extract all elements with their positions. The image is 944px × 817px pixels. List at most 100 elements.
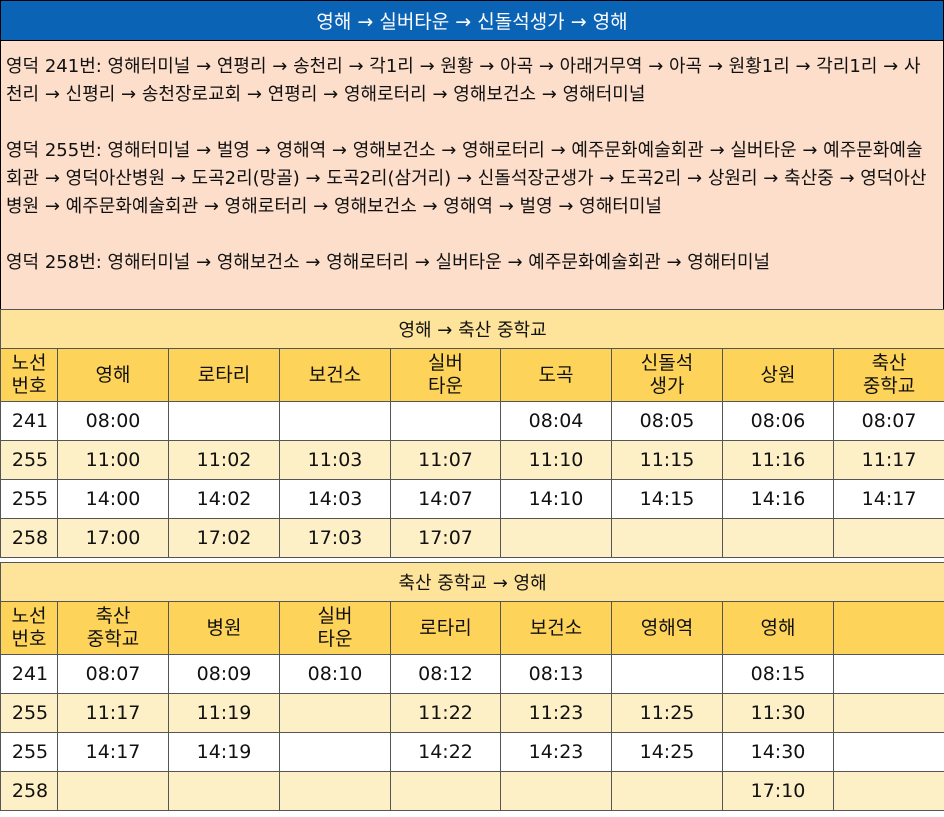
column-header: 병원 xyxy=(168,601,280,655)
time-cell: 08:15 xyxy=(722,654,834,694)
time-cell xyxy=(611,654,723,694)
section-title: 영해 → 축산 중학교 xyxy=(0,309,944,349)
time-cell: 14:17 xyxy=(832,479,944,519)
time-cell: 17:10 xyxy=(722,771,834,811)
route-descriptions: 영덕 241번: 영해터미널 → 연평리 → 송천리 → 각1리 → 원황 → … xyxy=(0,41,944,309)
route-number-cell: 241 xyxy=(0,654,58,694)
route-number-cell: 258 xyxy=(0,771,58,811)
timetable-to-chuksan: 영해 → 축산 중학교 노선 번호 영해 로타리 보건소 실버 타운 도곡 신돌석 생가 상원 축산 중학… xyxy=(0,309,944,558)
time-cell: 14:03 xyxy=(279,479,391,519)
time-cell xyxy=(279,771,391,811)
column-header: 로타리 xyxy=(168,348,280,402)
time-cell: 14:22 xyxy=(390,732,501,772)
time-cell xyxy=(832,654,944,694)
time-cell: 11:15 xyxy=(611,440,723,480)
time-cell xyxy=(279,693,391,733)
route-241-description: 영덕 241번: 영해터미널 → 연평리 → 송천리 → 각1리 → 원황 → … xyxy=(6,56,921,105)
time-cell: 08:06 xyxy=(722,401,834,441)
time-cell: 14:16 xyxy=(722,479,834,519)
time-cell: 17:00 xyxy=(57,518,169,558)
time-cell: 08:09 xyxy=(168,654,280,694)
header-row: 노선 번호 영해 로타리 보건소 실버 타운 도곡 신돌석 생가 상원 축산 중학교 xyxy=(0,348,944,402)
time-cell: 14:30 xyxy=(722,732,834,772)
time-cell: 14:19 xyxy=(168,732,280,772)
time-cell: 11:00 xyxy=(57,440,169,480)
time-cell xyxy=(832,693,944,733)
route-258-description: 영덕 258번: 영해터미널 → 영해보건소 → 영해로터리 → 실버타운 → … xyxy=(6,252,771,273)
column-header: 노선 번호 xyxy=(0,348,58,402)
time-cell xyxy=(500,771,612,811)
time-cell: 11:30 xyxy=(722,693,834,733)
time-cell: 08:12 xyxy=(390,654,501,694)
table-row: 241 08:00 08:04 08:05 08:06 08:07 xyxy=(0,401,944,441)
table-row: 255 14:00 14:02 14:03 14:07 14:10 14:15 14:16 14… xyxy=(0,479,944,519)
time-cell: 14:17 xyxy=(57,732,169,772)
section-title: 축산 중학교 → 영해 xyxy=(0,562,944,602)
time-cell xyxy=(832,518,944,558)
route-number-cell: 255 xyxy=(0,693,58,733)
time-cell: 11:25 xyxy=(611,693,723,733)
column-header: 로타리 xyxy=(390,601,501,655)
time-cell: 11:10 xyxy=(500,440,612,480)
time-cell xyxy=(279,732,391,772)
table-row: 258 17:10 xyxy=(0,771,944,811)
timetable-to-yeonghae: 축산 중학교 → 영해 노선 번호 축산 중학교 병원 실버 타운 로타리 보건소 영해역 영해 241… xyxy=(0,562,944,811)
time-cell: 11:22 xyxy=(390,693,501,733)
route-number-cell: 255 xyxy=(0,732,58,772)
table-row: 255 11:00 11:02 11:03 11:07 11:10 11:15 11:16 11… xyxy=(0,440,944,480)
route-number-cell: 258 xyxy=(0,518,58,558)
column-header: 영해 xyxy=(722,601,834,655)
time-cell xyxy=(57,771,169,811)
time-cell xyxy=(611,771,723,811)
time-cell: 17:02 xyxy=(168,518,280,558)
column-header: 실버 타운 xyxy=(279,601,391,655)
time-cell xyxy=(611,518,723,558)
time-cell: 08:05 xyxy=(611,401,723,441)
time-cell: 17:07 xyxy=(390,518,501,558)
time-cell: 11:17 xyxy=(832,440,944,480)
time-cell xyxy=(722,518,834,558)
column-header: 영해역 xyxy=(611,601,723,655)
time-cell: 08:04 xyxy=(500,401,612,441)
table-row: 255 11:17 11:19 11:22 11:23 11:25 11:30 xyxy=(0,693,944,733)
section-title-row: 영해 → 축산 중학교 xyxy=(0,309,944,349)
time-cell: 17:03 xyxy=(279,518,391,558)
time-cell: 08:13 xyxy=(500,654,612,694)
time-cell: 14:02 xyxy=(168,479,280,519)
time-cell xyxy=(279,401,391,441)
time-cell: 14:00 xyxy=(57,479,169,519)
time-cell xyxy=(168,401,280,441)
time-cell xyxy=(390,771,501,811)
route-number-cell: 241 xyxy=(0,401,58,441)
time-cell xyxy=(500,518,612,558)
time-cell xyxy=(390,401,501,441)
time-cell xyxy=(832,732,944,772)
time-cell xyxy=(168,771,280,811)
time-cell: 14:10 xyxy=(500,479,612,519)
route-255-description: 영덕 255번: 영해터미널 → 벌영 → 영해역 → 영해보건소 → 영해로터… xyxy=(6,140,927,217)
table-row: 241 08:07 08:09 08:10 08:12 08:13 08:15 xyxy=(0,654,944,694)
time-cell: 11:07 xyxy=(390,440,501,480)
page-title: 영해 → 실버타운 → 신돌석생가 → 영해 xyxy=(0,0,944,41)
time-cell: 11:23 xyxy=(500,693,612,733)
column-header: 축산 중학교 xyxy=(832,348,944,402)
column-header: 노선 번호 xyxy=(0,601,58,655)
time-cell: 11:19 xyxy=(168,693,280,733)
time-cell: 11:03 xyxy=(279,440,391,480)
time-cell: 14:07 xyxy=(390,479,501,519)
header-row: 노선 번호 축산 중학교 병원 실버 타운 로타리 보건소 영해역 영해 xyxy=(0,601,944,655)
time-cell: 11:17 xyxy=(57,693,169,733)
column-header: 보건소 xyxy=(279,348,391,402)
time-cell: 14:23 xyxy=(500,732,612,772)
time-cell: 08:10 xyxy=(279,654,391,694)
column-header: 보건소 xyxy=(500,601,612,655)
time-cell: 08:07 xyxy=(57,654,169,694)
time-cell: 08:07 xyxy=(832,401,944,441)
column-header xyxy=(832,601,944,655)
time-cell: 11:02 xyxy=(168,440,280,480)
time-cell: 08:00 xyxy=(57,401,169,441)
column-header: 상원 xyxy=(722,348,834,402)
column-header: 도곡 xyxy=(500,348,612,402)
route-number-cell: 255 xyxy=(0,479,58,519)
